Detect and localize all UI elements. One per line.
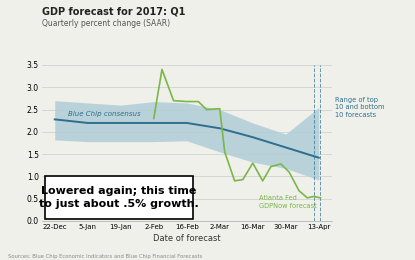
Text: Blue Chip consensus: Blue Chip consensus [68, 111, 141, 117]
Text: Atlanta Fed
GDPNow forecast: Atlanta Fed GDPNow forecast [259, 195, 317, 209]
Text: Lowered again; this time
to just about .5% growth.: Lowered again; this time to just about .… [39, 186, 199, 209]
X-axis label: Date of forecast: Date of forecast [153, 234, 220, 243]
FancyBboxPatch shape [45, 177, 193, 219]
Text: Range of top
10 and bottom
10 forecasts: Range of top 10 and bottom 10 forecasts [335, 97, 385, 118]
Text: Sources: Blue Chip Economic Indicators and Blue Chip Financial Forecasts: Sources: Blue Chip Economic Indicators a… [8, 254, 203, 259]
Text: GDP forecast for 2017: Q1: GDP forecast for 2017: Q1 [42, 6, 185, 16]
Text: Quarterly percent change (SAAR): Quarterly percent change (SAAR) [42, 20, 170, 29]
